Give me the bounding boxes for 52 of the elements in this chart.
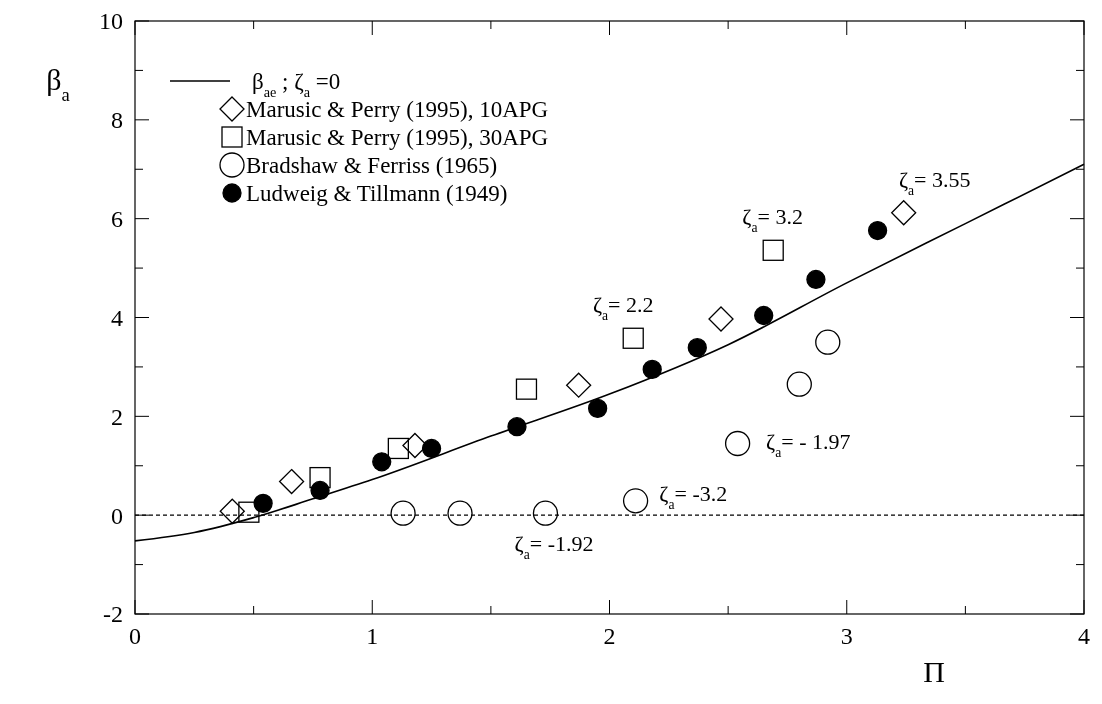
annotation: ζ$_{a}$= -3.2 xyxy=(659,480,728,512)
annotation: ζ$_{a}$= 3.55 xyxy=(898,166,971,198)
point xyxy=(622,488,649,514)
point xyxy=(622,327,644,349)
point xyxy=(309,466,331,489)
point xyxy=(372,452,392,472)
y-axis-title: β$_{a}$ xyxy=(46,63,70,105)
point xyxy=(762,239,784,261)
point xyxy=(390,500,416,526)
point xyxy=(238,501,260,523)
point xyxy=(515,378,538,400)
point xyxy=(708,306,734,332)
y-tick-label: 10 xyxy=(99,8,123,35)
point xyxy=(278,468,305,495)
point xyxy=(587,398,608,419)
point xyxy=(786,371,812,397)
annotation: ζ$_{a}$= -1.92 xyxy=(514,531,594,562)
point xyxy=(421,438,442,459)
point xyxy=(219,498,245,524)
point xyxy=(754,305,774,326)
y-tick-label: 4 xyxy=(111,304,123,331)
y-tick-label: -2 xyxy=(103,601,123,628)
y-tick-label: 8 xyxy=(111,107,123,134)
point xyxy=(687,337,707,358)
point xyxy=(566,372,592,398)
x-tick-label: 3 xyxy=(840,623,853,649)
y-tick-label: 6 xyxy=(111,206,123,233)
point xyxy=(387,437,409,460)
x-tick-label: 1 xyxy=(366,623,379,649)
legend-label: Bradshaw & Ferriss (1965) xyxy=(246,153,498,179)
point xyxy=(447,500,473,526)
x-tick-label: 2 xyxy=(603,623,616,649)
point xyxy=(806,269,826,290)
x-tick-label: 0 xyxy=(129,623,141,649)
point xyxy=(867,220,888,241)
point xyxy=(815,329,841,355)
annotation: ζ$_{a}$= - 1.97 xyxy=(766,428,851,460)
legend-label: Ludweig & Tillmann (1949) xyxy=(246,181,508,207)
point xyxy=(891,200,917,226)
x-axis-title: Π xyxy=(923,655,945,688)
point xyxy=(310,480,330,501)
point xyxy=(253,493,273,513)
point xyxy=(724,430,751,457)
point xyxy=(532,500,559,526)
annotation: ζ$_{a}$= 3.2 xyxy=(742,203,803,235)
point xyxy=(642,359,662,380)
legend-label: Marusic & Perry (1995), 30APG xyxy=(246,125,549,151)
y-tick-label: 2 xyxy=(111,403,123,430)
x-tick-label: 4 xyxy=(1078,623,1090,649)
point xyxy=(507,417,527,437)
annotation: ζ$_{a}$= 2.2 xyxy=(592,292,654,323)
y-tick-label: 0 xyxy=(111,502,123,529)
